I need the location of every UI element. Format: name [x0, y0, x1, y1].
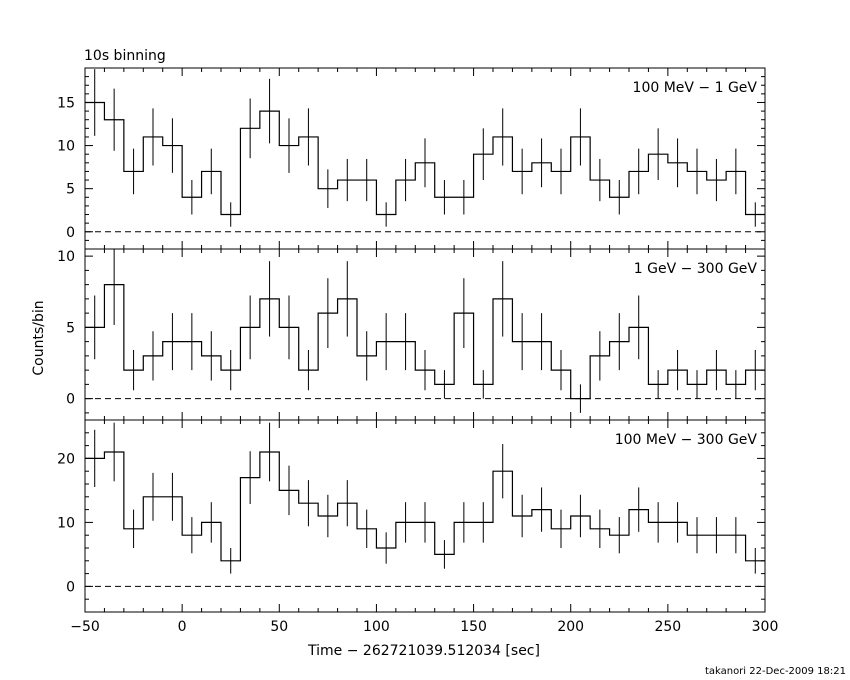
panel-1: 0 5 10 15 100 MeV − 1 GeV: [57, 67, 766, 250]
x-tick-label: −50: [70, 619, 100, 635]
panel-label: 100 MeV − 1 GeV: [633, 80, 758, 96]
panel-label: 100 MeV − 300 GeV: [615, 432, 758, 448]
x-tick-label: 50: [270, 619, 288, 635]
panels-group: 0 5 10 15 100 MeV − 1 GeV 0 5 10 1 GeV − 300 GeV…: [57, 67, 779, 635]
x-tick-label: 250: [654, 619, 681, 635]
x-tick-label: 100: [363, 619, 390, 635]
y-tick-label: 20: [57, 451, 75, 467]
y-tick-label: 5: [66, 320, 75, 336]
y-tick-label: 0: [66, 579, 75, 595]
footer-stamp: takanori 22-Dec-2009 18:21: [705, 666, 846, 677]
panel-3: 0 10 20 100 MeV − 300 GeV: [57, 419, 766, 613]
x-tick-label: 300: [752, 619, 779, 635]
y-tick-label: 15: [57, 95, 75, 111]
x-tick-label: 150: [460, 619, 487, 635]
x-tick-label: 0: [178, 619, 187, 635]
y-tick-label: 5: [66, 182, 75, 198]
y-axis-label: Counts/bin: [31, 300, 47, 375]
step-histogram: [85, 284, 765, 400]
y-tick-label: 0: [66, 225, 75, 241]
panel-2: 0 5 10 1 GeV − 300 GeV: [57, 248, 766, 421]
chart-title: 10s binning: [84, 48, 166, 64]
y-tick-label: 10: [57, 249, 75, 265]
panel-frame: [84, 419, 766, 613]
y-tick-label: 10: [57, 515, 75, 531]
y-tick-label: 0: [66, 392, 75, 408]
x-tick-label: 200: [557, 619, 584, 635]
panel-label: 1 GeV − 300 GeV: [634, 261, 758, 277]
x-axis-label: Time − 262721039.512034 [sec]: [307, 643, 540, 659]
y-tick-label: 10: [57, 139, 75, 155]
